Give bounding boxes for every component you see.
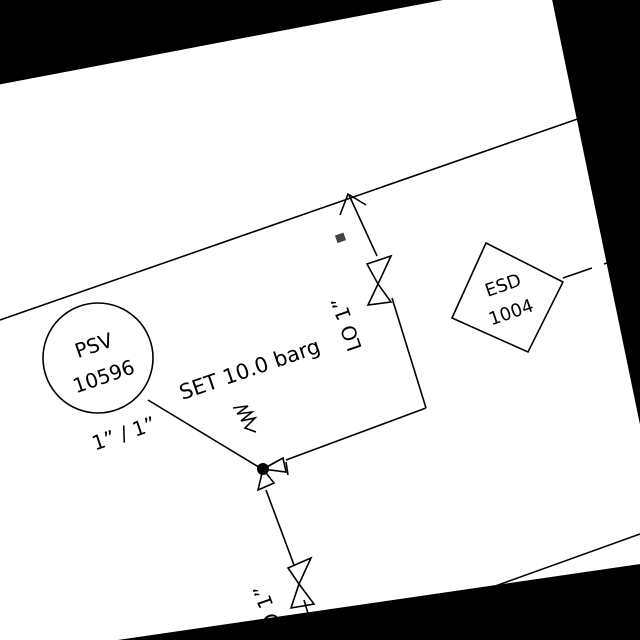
relief-valve-icon[interactable]: [256, 456, 289, 492]
discharge-line: [285, 407, 427, 461]
sheet-divider-line: [0, 106, 613, 321]
discharge-riser: [348, 194, 378, 257]
gate-valve-upper-icon[interactable]: [365, 254, 393, 306]
line-marker: [334, 232, 347, 244]
discharge-riser: [391, 297, 427, 409]
gate-valve-lower-icon[interactable]: [286, 556, 316, 610]
esd-signal-arrow-icon: [619, 251, 637, 259]
psv-leader-line: [147, 399, 263, 470]
relief-spring-icon: [232, 405, 258, 433]
inlet-line: [265, 489, 295, 566]
esd-signal-line: [562, 267, 593, 279]
sheet-bottom-border: [344, 533, 640, 640]
inlet-line: [303, 599, 317, 640]
flow-arrow-icon: [339, 192, 367, 216]
